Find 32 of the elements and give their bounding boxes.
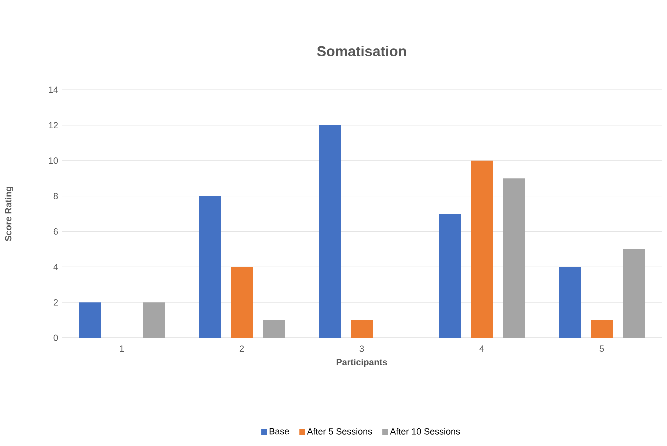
bar [591, 320, 614, 338]
y-tick-label: 14 [49, 86, 58, 94]
bar [503, 178, 526, 338]
bar [439, 214, 462, 338]
bar [559, 267, 582, 338]
bar [143, 302, 165, 338]
x-axis-title: Participants [336, 358, 388, 368]
bar [319, 125, 342, 338]
x-tick-label: 3 [360, 346, 364, 352]
bar [623, 249, 646, 338]
x-tick-label: 1 [120, 346, 124, 352]
y-tick-label: 8 [54, 193, 58, 200]
chart-title: Somatisation [317, 46, 406, 57]
bar [471, 160, 494, 338]
y-tick-label: 4 [54, 264, 58, 270]
y-tick-label: 6 [54, 228, 58, 235]
legend-label: Base [270, 428, 290, 435]
y-tick-label: 10 [49, 158, 58, 164]
y-tick-label: 12 [49, 122, 58, 129]
bar [231, 267, 254, 338]
y-tick-label: 2 [54, 299, 58, 306]
x-tick-label: 2 [240, 346, 244, 352]
y-axis-title: Score Rating [5, 186, 14, 242]
bar [199, 196, 221, 338]
x-tick-label: 4 [480, 346, 484, 352]
x-tick-label: 5 [600, 346, 604, 352]
bar [263, 320, 286, 338]
legend-label: After 5 Sessions [307, 428, 372, 435]
bar [351, 320, 374, 338]
bar [79, 302, 101, 338]
y-tick-label: 0 [54, 334, 58, 342]
legend-label: After 10 Sessions [390, 428, 460, 435]
